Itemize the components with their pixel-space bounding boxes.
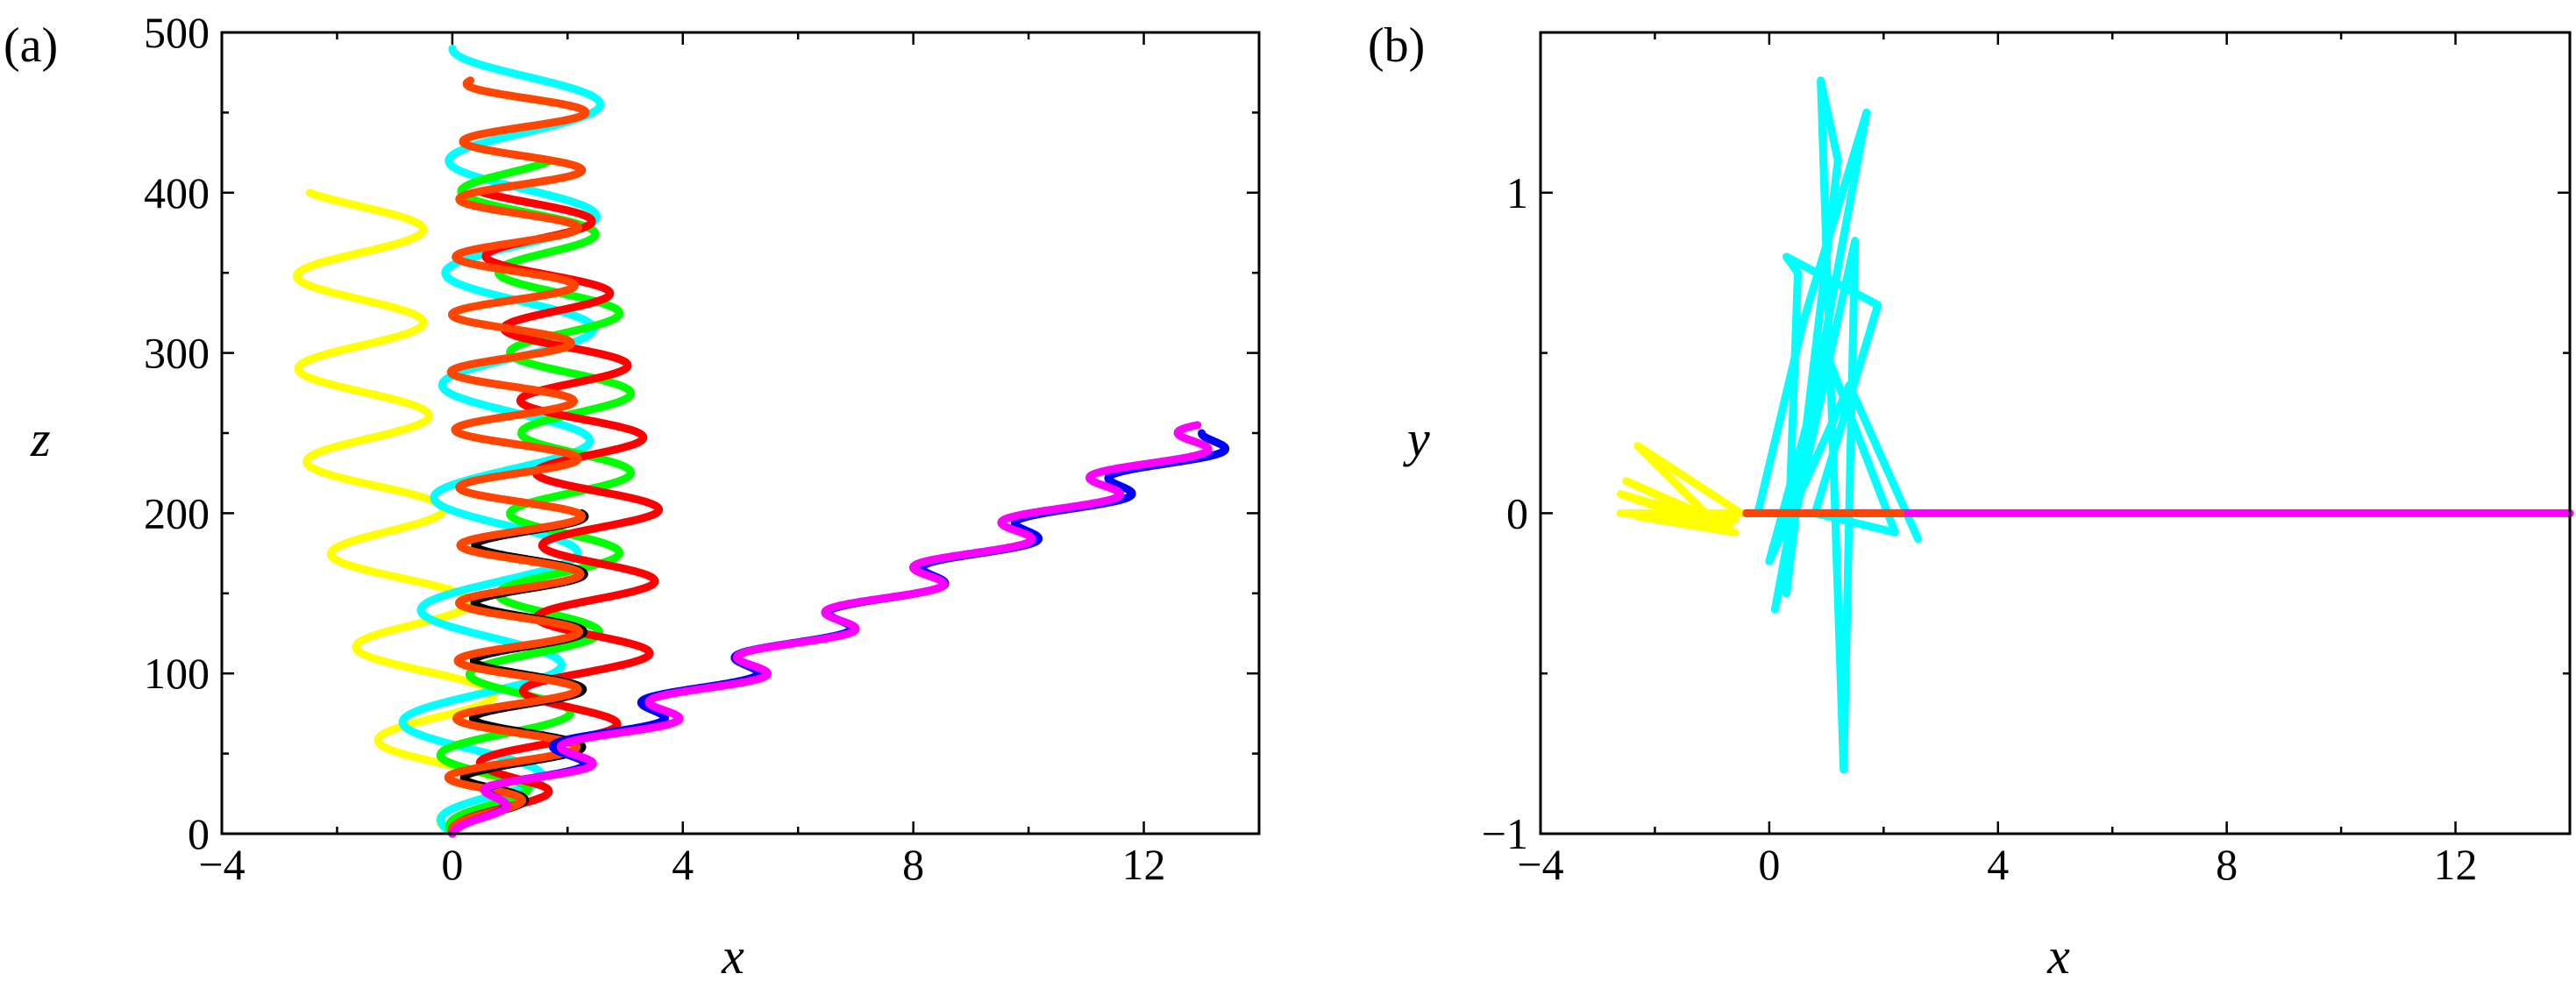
panel-a-series-6 — [444, 76, 590, 838]
panel-a-xtick-label: 8 — [902, 840, 924, 889]
panel-a-xtick-label: 4 — [672, 840, 694, 889]
panel-a-frame — [220, 31, 1261, 835]
panel-a-xtick-label: 0 — [441, 840, 463, 889]
panel-b-frame — [1539, 31, 2572, 835]
panel-a-ytick-label: 200 — [144, 488, 210, 537]
panel-a-ytick-label: 300 — [144, 329, 210, 378]
panel-b: (b) y x −4 0 4 8 12 −1 0 1 — [1368, 18, 2574, 984]
panel-a-xtick-label: −4 — [198, 840, 245, 889]
panel-a-series-3 — [436, 156, 636, 838]
panel-a-xlabel: x — [721, 928, 744, 984]
panel-a-label: (a) — [4, 18, 58, 73]
panel-b-series-1 — [1754, 76, 1922, 774]
panel-b-ytick-label: 0 — [1506, 488, 1528, 537]
panel-a-series-8 — [448, 421, 1213, 838]
panel-b-label: (b) — [1368, 18, 1425, 73]
panel-a-ytick-label: 500 — [144, 8, 210, 57]
panel-a-ylabel: z — [30, 410, 51, 467]
panel-b-series-2 — [1616, 442, 1751, 537]
panel-b-xtick-label: 12 — [2434, 840, 2478, 889]
panel-b-ylabel: y — [1403, 410, 1430, 467]
panel-a-ytick-label: 400 — [144, 168, 210, 217]
panel-b-xtick-label: 8 — [2216, 840, 2238, 889]
panel-b-xtick-label: 4 — [1987, 840, 2009, 889]
panel-b-xtick-label: 0 — [1758, 840, 1780, 889]
panel-b-xtick-label: −4 — [1517, 840, 1563, 889]
panel-a-xtick-label: 12 — [1122, 840, 1166, 889]
panel-b-ytick-label: 1 — [1506, 168, 1528, 217]
panel-a-series-4 — [448, 188, 664, 838]
panel-a-ytick-label: 100 — [144, 649, 210, 698]
panel-b-ytick-label: −1 — [1482, 809, 1528, 858]
panel-b-xlabel: x — [2046, 928, 2070, 984]
panel-a-ytick-label: 0 — [188, 809, 210, 858]
